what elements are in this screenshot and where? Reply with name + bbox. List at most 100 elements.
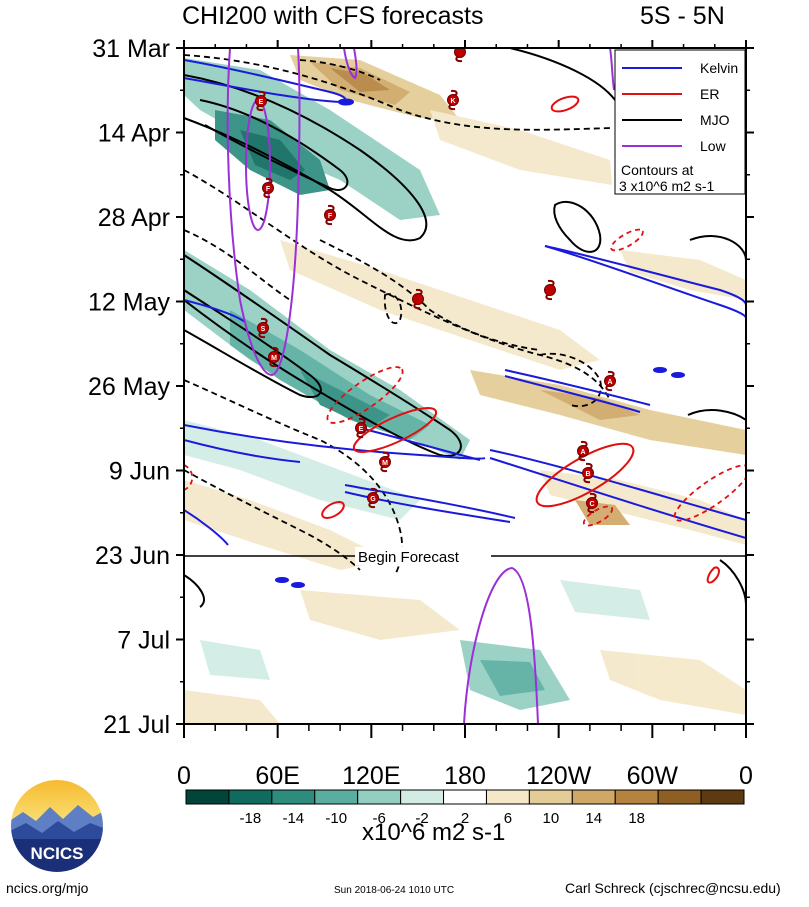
low-contour <box>609 48 615 91</box>
legend-label: Kelvin <box>700 60 738 76</box>
colorbar-swatch <box>657 789 702 805</box>
low-contour <box>226 48 301 377</box>
y-tick-label: 9 Jun <box>109 458 170 486</box>
legend-label: ER <box>700 86 719 102</box>
colorbar-swatch <box>614 789 659 805</box>
negative-anomaly-patch <box>200 640 270 680</box>
kelvin-contour <box>184 59 347 104</box>
positive-anomaly-core <box>540 390 640 420</box>
kelvin-contour <box>184 509 229 546</box>
mjo-contour-negative <box>299 59 381 81</box>
storm-marker: S <box>257 317 269 339</box>
er-contour <box>352 407 438 453</box>
mjo-contour-negative <box>184 54 613 131</box>
kelvin-contour-small <box>653 367 667 373</box>
x-tick-label: 60W <box>627 762 679 790</box>
storm-marker: M <box>268 346 280 368</box>
storm-marker <box>412 288 424 310</box>
x-tick-label: 180 <box>444 762 486 790</box>
er-contours <box>321 95 720 584</box>
storm-marker: F <box>262 177 274 199</box>
legend-box <box>614 49 746 195</box>
mjo-contour <box>184 74 428 242</box>
colorbar-swatch <box>528 789 573 805</box>
footer-author: Carl Schreck (cjschrec@ncsu.edu) <box>565 880 781 896</box>
y-tick-label: 28 Apr <box>98 204 170 232</box>
kelvin-contour <box>359 427 481 461</box>
storm-marker <box>454 48 466 63</box>
storm-marker: E <box>255 90 267 112</box>
mjo-contour <box>199 99 349 191</box>
negative-anomaly-patch <box>560 580 650 620</box>
storm-label: G <box>370 496 376 503</box>
storm-label: S <box>261 326 266 333</box>
colorbar-swatch <box>185 789 230 805</box>
forecast-label-bg <box>355 547 491 565</box>
storm-marker: B <box>582 462 594 484</box>
negative-anomaly-band <box>184 58 440 220</box>
footer-url[interactable]: ncics.org/mjo <box>6 880 89 896</box>
kelvin-contour <box>489 457 746 539</box>
positive-anomaly-band <box>600 650 746 715</box>
positive-anomaly-band <box>184 480 390 570</box>
colorbar-label: 10 <box>543 810 560 827</box>
storm-label: C <box>589 501 594 508</box>
mjo-contour <box>509 48 616 101</box>
mjo-contour <box>553 200 602 253</box>
kelvin-contour <box>344 491 511 523</box>
y-tick-label: 23 Jun <box>95 542 170 570</box>
er-contour-negative <box>184 464 194 491</box>
er-contour-negative <box>582 505 614 527</box>
negative-anomaly-core <box>230 310 430 440</box>
mjo-contour <box>184 574 205 608</box>
mjo-contour-negative <box>319 239 541 351</box>
kelvin-contour <box>184 424 486 460</box>
storm-marker: G <box>367 487 379 509</box>
colorbar-label: -2 <box>415 810 428 827</box>
colorbar-label: 18 <box>628 810 645 827</box>
storm-markers: E K F F S M E M G A A B C <box>255 48 616 514</box>
colorbar-swatch <box>314 789 359 805</box>
positive-anomaly-band <box>184 690 280 724</box>
colorbar-label: 6 <box>504 810 512 827</box>
kelvin-contour <box>504 375 641 413</box>
colorbar-swatch <box>485 789 530 805</box>
storm-label: E <box>359 426 364 433</box>
y-tick-label: 7 Jul <box>117 627 170 655</box>
mjo-contour <box>687 409 746 421</box>
legend-label: Low <box>700 138 727 154</box>
colorbar-swatch <box>271 789 316 805</box>
storm-marker: A <box>577 440 589 462</box>
y-tick-label: 12 May <box>88 289 170 317</box>
mjo-contour-negative <box>184 169 611 401</box>
chart-title: CHI200 with CFS forecasts <box>182 2 484 30</box>
colorbar-label: -14 <box>282 810 304 827</box>
positive-anomaly-band <box>430 110 612 185</box>
kelvin-contour <box>184 299 246 323</box>
kelvin-contour-small <box>338 98 354 106</box>
kelvin-contour <box>504 369 651 406</box>
legend-note-line2: 3 x10^6 m2 s-1 <box>619 178 714 194</box>
legend: Kelvin ER MJO Low Contours at 3 x10^6 m2 s-… <box>614 49 746 195</box>
storm-marker: A <box>604 370 616 392</box>
storm-marker: F <box>324 204 336 226</box>
mjo-contour <box>184 289 322 398</box>
x-tick-label: 0 <box>177 762 191 790</box>
x-tick-label: 120W <box>526 762 592 790</box>
colorbar-swatch <box>443 789 487 805</box>
mjo-contour-negative <box>184 469 361 571</box>
positive-anomaly-patch <box>620 250 746 300</box>
storm-label: E <box>259 99 264 106</box>
storm-marker: M <box>379 451 391 473</box>
y-tick-label: 21 Jul <box>103 711 170 739</box>
colorbar-swatch <box>400 789 445 805</box>
storm-marker: E <box>355 417 367 439</box>
colorbar-label: -6 <box>372 810 385 827</box>
storm-label: F <box>266 186 271 193</box>
positive-anomaly-core <box>330 68 390 92</box>
low-contour <box>343 48 358 80</box>
colorbar-label: -18 <box>240 810 262 827</box>
storm-marker: K <box>447 89 459 111</box>
mjo-contour <box>184 254 462 457</box>
